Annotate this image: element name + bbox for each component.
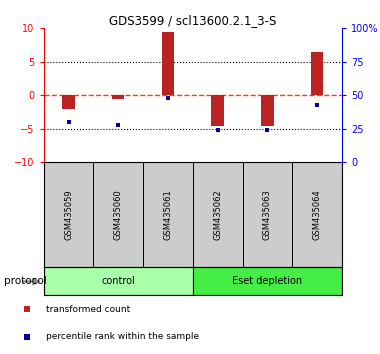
Text: GSM435064: GSM435064	[313, 190, 321, 240]
Title: GDS3599 / scl13600.2.1_3-S: GDS3599 / scl13600.2.1_3-S	[109, 14, 277, 27]
Text: GSM435059: GSM435059	[64, 190, 73, 240]
Bar	[44, 268, 193, 296]
Bar	[311, 52, 323, 95]
Bar	[112, 95, 125, 99]
Text: percentile rank within the sample: percentile rank within the sample	[46, 332, 199, 341]
Bar	[62, 95, 75, 109]
Bar	[162, 32, 174, 95]
Text: GSM435063: GSM435063	[263, 189, 272, 240]
Text: Eset depletion: Eset depletion	[232, 276, 302, 286]
Text: GSM435060: GSM435060	[114, 190, 123, 240]
Bar	[212, 95, 224, 126]
Bar	[261, 95, 274, 126]
Text: protocol: protocol	[4, 276, 46, 286]
Text: transformed count: transformed count	[46, 305, 130, 314]
Text: control: control	[101, 276, 135, 286]
Bar	[193, 268, 342, 296]
Text: GSM435061: GSM435061	[163, 190, 173, 240]
Text: GSM435062: GSM435062	[213, 190, 222, 240]
